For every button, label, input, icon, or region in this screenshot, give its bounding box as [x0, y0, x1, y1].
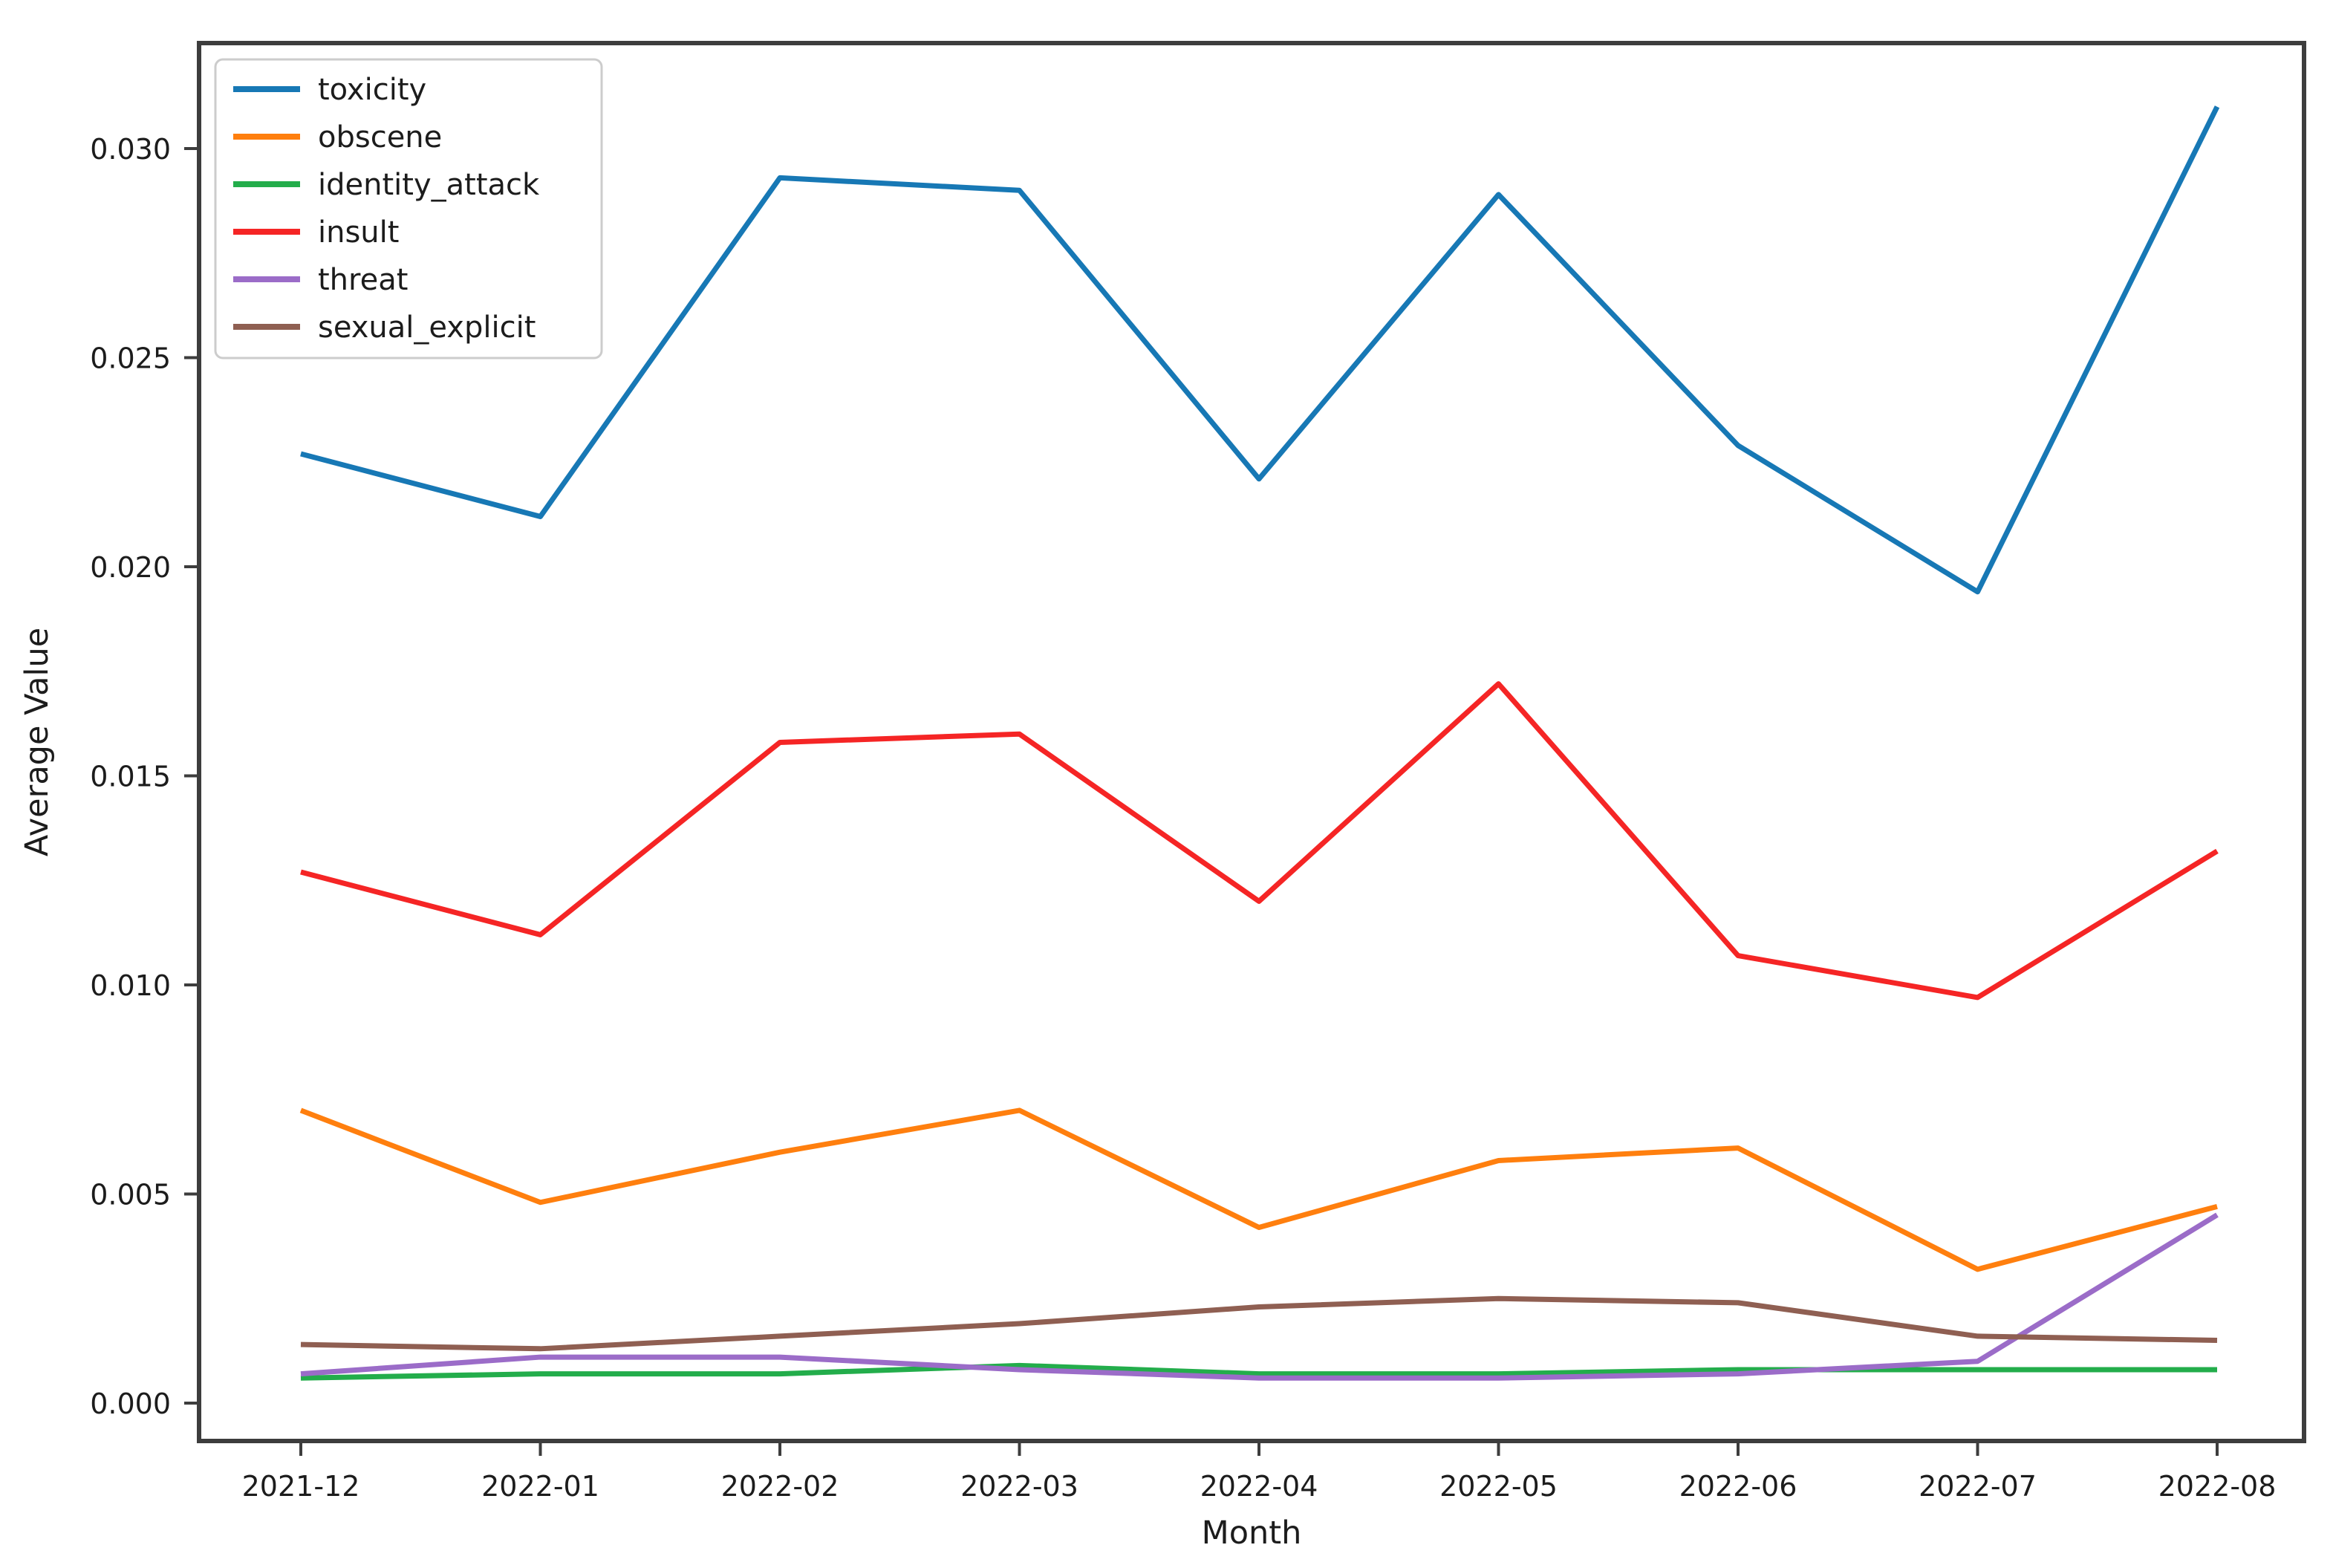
legend-label-toxicity: toxicity [318, 73, 426, 107]
series-line-insult [300, 681, 2219, 1001]
y-tick-label: 0.005 [90, 1179, 171, 1211]
x-tick-label: 2022-05 [1439, 1470, 1558, 1503]
y-axis-label: Average Value [19, 628, 56, 856]
series-line-obscene [299, 1107, 2218, 1272]
y-tick-label: 0.000 [90, 1388, 171, 1420]
legend-label-sexual_explicit: sexual_explicit [318, 310, 536, 345]
y-tick-label: 0.020 [90, 551, 171, 584]
x-tick-label: 2021-12 [242, 1470, 360, 1503]
x-axis-label: Month [1202, 1515, 1302, 1552]
legend-label-insult: insult [318, 215, 399, 250]
plot-area-border [197, 41, 2306, 1443]
legend-label-identity_attack: identity_attack [318, 168, 540, 202]
legend-label-threat: threat [318, 263, 408, 297]
x-tick-label: 2022-04 [1200, 1470, 1318, 1503]
legend-box [214, 58, 603, 360]
x-tick-label: 2022-01 [481, 1470, 599, 1503]
x-tick-label: 2022-03 [960, 1470, 1078, 1503]
y-axis: 0.000 0.005 0.010 0.015 0.020 0.025 0.030 [90, 133, 199, 1420]
y-tick-label: 0.015 [90, 761, 171, 793]
series-line-sexual_explicit [300, 1295, 2218, 1352]
series-line-threat [300, 1212, 2219, 1381]
y-tick-label: 0.010 [90, 969, 171, 1002]
y-tick-label: 0.030 [90, 133, 171, 166]
x-tick-label: 2022-07 [1919, 1470, 2037, 1503]
x-tick-label: 2022-02 [721, 1470, 839, 1503]
legend-label-obscene: obscene [318, 120, 442, 154]
x-tick-label: 2022-06 [1679, 1470, 1797, 1503]
series-lines [299, 105, 2220, 1381]
y-tick-label: 0.025 [90, 342, 171, 375]
x-axis: 2021-12 2022-01 2022-02 2022-03 2022-04 2022-… [242, 1441, 2277, 1503]
series-line-toxicity [300, 105, 2220, 595]
x-tick-label: 2022-08 [2158, 1470, 2277, 1503]
series-line-identity_attack [300, 1362, 2217, 1381]
